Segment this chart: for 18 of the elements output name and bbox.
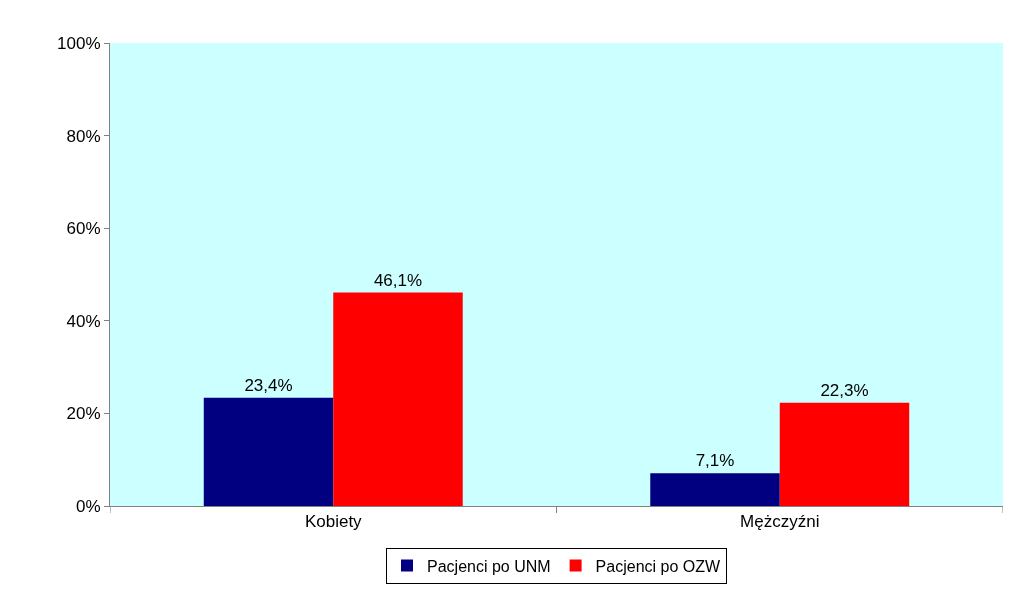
bar [333, 292, 463, 506]
y-tick-label: 80% [66, 126, 101, 146]
data-label: 23,4% [244, 375, 293, 395]
y-tick-label: 60% [66, 219, 101, 239]
legend-label: Pacjenci po UNM [427, 557, 551, 575]
legend-label: Pacjenci po OZW [595, 557, 721, 575]
y-tick-label: 40% [66, 311, 101, 331]
bar [779, 402, 910, 506]
x-tick-label: Mężczyźni [740, 512, 820, 532]
bar [203, 397, 334, 506]
x-tick-label: Kobiety [304, 512, 363, 532]
data-label: 46,1% [373, 270, 423, 290]
y-tick-label: 20% [66, 404, 101, 424]
data-label: 7,1% [695, 451, 735, 471]
y-tick-label: 100% [57, 33, 101, 53]
y-tick-label: 0% [76, 496, 101, 516]
bar [650, 473, 780, 506]
data-label: 22,3% [820, 380, 869, 400]
